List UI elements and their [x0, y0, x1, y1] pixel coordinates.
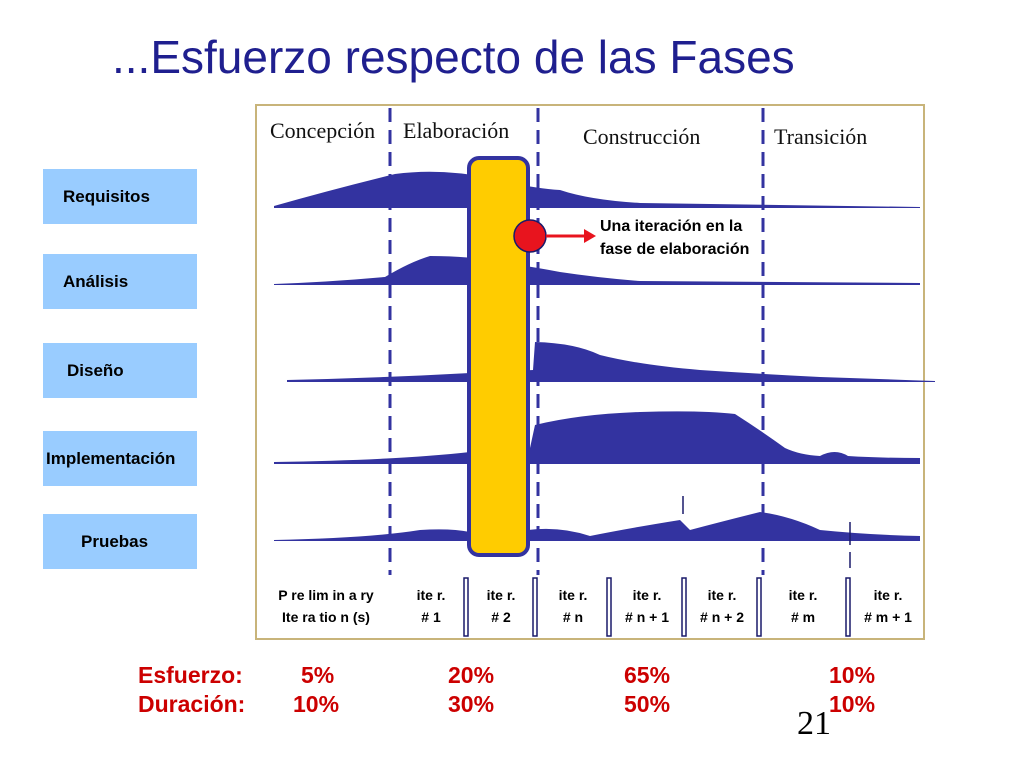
effort-value-elaboracion: 20%: [448, 662, 495, 688]
phase-label-elaboracion: Elaboración: [403, 118, 510, 143]
effort-value-transicion: 10%: [829, 662, 876, 688]
iteration-line-2: # 1: [421, 609, 441, 625]
callout-arrow-head: [584, 229, 596, 243]
callout-marker: [513, 219, 547, 253]
iteration-line-2: # n + 1: [625, 609, 669, 625]
workflow-analisis: Análisis: [43, 254, 197, 309]
effort-label: Esfuerzo:: [138, 662, 243, 688]
callout-line-1: Una iteración en la: [600, 218, 743, 235]
requisitos-effort-curve: [274, 171, 920, 208]
iteration-n-plus-1: ite r. # n + 1: [613, 584, 681, 628]
workflow-requisitos: Requisitos: [43, 169, 197, 224]
iteration-line-2: Ite ra tio n (s): [282, 609, 370, 625]
iteration-preliminary: P re lim in a ry Ite ra tio n (s): [266, 584, 386, 628]
duration-value-construccion: 50%: [624, 691, 671, 717]
iteration-line-2: # n + 2: [700, 609, 744, 625]
workflow-diseno: Diseño: [43, 343, 197, 398]
phase-label-concepcion: Concepción: [270, 118, 376, 143]
diseno-effort-curve: [287, 342, 935, 382]
iteration-line-1: ite r.: [632, 587, 662, 603]
duration-value-elaboracion: 30%: [448, 691, 495, 717]
iteration-m-plus-1: ite r. # m + 1: [854, 584, 922, 628]
iteration-n: ite r. # n: [542, 584, 604, 628]
slide-title: ...Esfuerzo respecto de las Fases: [112, 31, 795, 83]
callout-text: Una iteración en la fase de elaboración: [600, 215, 749, 261]
iteration-2: ite r. # 2: [470, 584, 532, 628]
analisis-effort-curve: [274, 256, 920, 285]
duration-value-transicion: 10%: [829, 691, 876, 717]
iteration-line-1: ite r.: [486, 587, 516, 603]
phase-label-construccion: Construcción: [583, 124, 701, 149]
iteration-1: ite r. # 1: [400, 584, 462, 628]
effort-value-construccion: 65%: [624, 662, 671, 688]
duration-label: Duración:: [138, 691, 246, 717]
page-number: 21: [797, 705, 831, 742]
workflow-implementacion: Implementación: [43, 431, 197, 486]
iteration-line-2: # 2: [491, 609, 511, 625]
elaboration-iteration-highlight: [467, 156, 530, 557]
iteration-line-2: # m: [790, 609, 816, 625]
iteration-line-1: ite r.: [558, 587, 588, 603]
iteration-separators: [463, 577, 851, 637]
pruebas-effort-curve: [274, 512, 920, 541]
iteration-line-1: ite r.: [707, 587, 737, 603]
iteration-line-2: # m + 1: [864, 609, 912, 625]
callout-line-2: fase de elaboración: [600, 241, 750, 258]
workflow-pruebas: Pruebas: [43, 514, 197, 569]
implementacion-effort-curve: [274, 411, 920, 464]
iteration-line-2: # n: [562, 609, 584, 625]
iteration-line-1: ite r.: [416, 587, 446, 603]
effort-value-concepcion: 5%: [301, 662, 335, 688]
phase-label-transicion: Transición: [774, 124, 868, 149]
iteration-line-1: ite r.: [788, 587, 818, 603]
iteration-tick-marks: [682, 496, 851, 568]
iteration-n-plus-2: ite r. # n + 2: [688, 584, 756, 628]
iteration-line-1: ite r.: [873, 587, 903, 603]
iteration-line-1: P re lim in a ry: [278, 587, 374, 603]
duration-value-concepcion: 10%: [293, 691, 340, 717]
iteration-m: ite r. # m: [770, 584, 836, 628]
